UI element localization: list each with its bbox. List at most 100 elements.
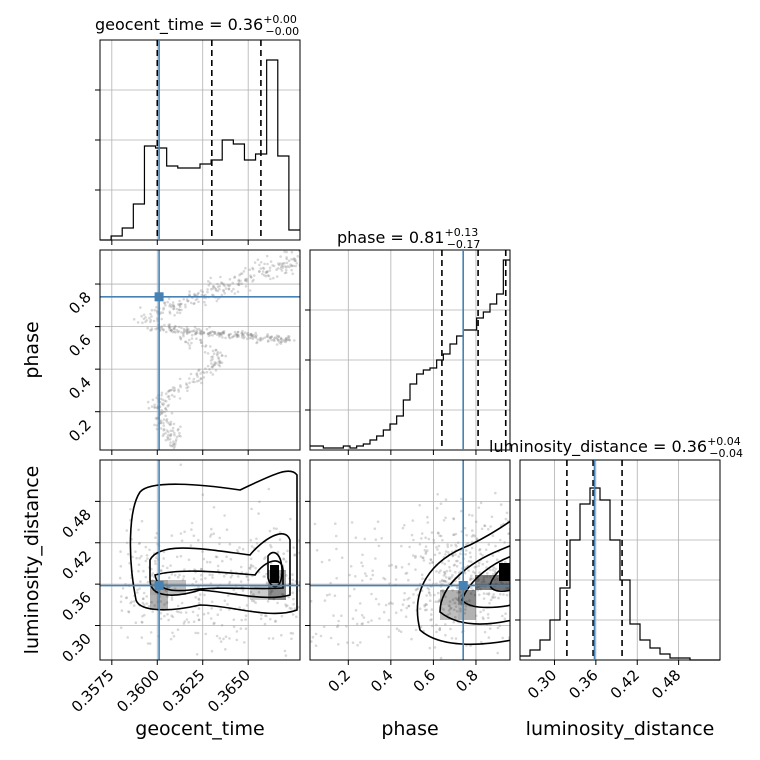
sample-dot (470, 560, 473, 563)
sample-dot (271, 264, 274, 267)
sample-dot (172, 446, 176, 450)
sample-dot (213, 330, 216, 334)
sample-dot (363, 572, 367, 575)
histogram-phase (310, 259, 510, 449)
sample-dot (193, 568, 196, 571)
sample-dot (144, 575, 148, 579)
sample-dot (279, 338, 283, 341)
sample-dot (235, 333, 239, 337)
sample-dot (280, 340, 283, 343)
sample-dot (320, 560, 324, 564)
x-tick-label-luminosity_distance: 0.30 (524, 666, 560, 702)
sample-dot (540, 598, 543, 601)
sample-dot (213, 361, 216, 364)
sample-dot (241, 589, 245, 592)
sample-dot (214, 369, 218, 372)
sample-dot (488, 602, 491, 605)
sample-dot (219, 331, 222, 335)
sample-dot (293, 607, 297, 610)
y-tick-label-luminosity_distance: 0.30 (58, 630, 94, 666)
sample-dot (382, 610, 386, 614)
sample-dot (450, 606, 453, 610)
sample-dot (281, 262, 285, 265)
sample-dot (430, 531, 434, 534)
sample-dot (282, 338, 285, 342)
sample-dot (530, 566, 533, 569)
sample-dot (151, 579, 154, 582)
sample-dot (279, 255, 282, 258)
sample-dot (256, 258, 260, 262)
contour (149, 533, 291, 599)
sample-dot (166, 395, 170, 399)
sample-dot (478, 593, 481, 597)
sample-dot (215, 333, 219, 337)
sample-dot (132, 604, 136, 607)
sample-dot (494, 491, 497, 495)
sample-dot (150, 600, 153, 604)
sample-dot (176, 604, 180, 608)
sample-dot (206, 332, 210, 336)
sample-dot (149, 312, 152, 316)
sample-dot (150, 308, 154, 312)
sample-dot (420, 532, 424, 535)
sample-dot (513, 600, 516, 603)
sample-dot (171, 631, 174, 635)
sample-dot (185, 329, 188, 333)
sample-dot (442, 519, 446, 522)
sample-dot (419, 555, 423, 558)
sample-dot (173, 388, 176, 392)
sample-dot (277, 262, 280, 265)
sample-dot (163, 399, 167, 403)
sample-dot (227, 333, 231, 336)
sample-dot (188, 377, 191, 380)
sample-dot (153, 423, 156, 427)
sample-dot (180, 601, 184, 605)
sample-dot (236, 330, 240, 334)
sample-dot (217, 332, 220, 335)
sample-dot (166, 438, 170, 441)
sample-dot (401, 526, 405, 530)
sample-dot (471, 588, 475, 592)
sample-dot (172, 304, 175, 307)
sample-dot (279, 336, 283, 340)
sample-dot (232, 287, 235, 291)
sample-dot (166, 586, 169, 589)
sample-dot (521, 595, 524, 598)
sample-dot (186, 299, 189, 303)
sample-dot (499, 503, 503, 506)
sample-dot (169, 328, 173, 332)
sample-dot (163, 301, 167, 305)
sample-dot (162, 427, 166, 431)
sample-dot (399, 630, 403, 634)
sample-dot (438, 628, 442, 632)
sample-dot (439, 656, 443, 660)
sample-dot (191, 610, 195, 614)
sample-dot (178, 304, 181, 307)
sample-dot (201, 290, 205, 294)
sample-dot (418, 607, 422, 610)
sample-dot (191, 380, 195, 384)
title-luminosity_distance: luminosity_distance = 0.36+0.04 −0.04 (489, 435, 743, 460)
sample-dot (486, 613, 490, 616)
sample-dot (141, 601, 145, 605)
sample-dot (241, 329, 244, 333)
sample-dot (222, 288, 225, 292)
sample-dot (125, 596, 128, 600)
sample-dot (293, 339, 296, 342)
sample-dot (170, 614, 173, 617)
sample-dot (194, 332, 198, 335)
sample-dot (423, 608, 427, 612)
sample-dot (211, 364, 215, 368)
sample-dot (201, 344, 204, 348)
sample-dot (180, 302, 183, 306)
sample-dot (190, 333, 194, 337)
sample-dot (328, 558, 331, 562)
sample-dot (424, 545, 428, 548)
sample-dot (164, 414, 167, 418)
sample-dot (290, 250, 294, 254)
sample-dot (132, 600, 136, 603)
sample-dot (423, 605, 427, 608)
sample-dot (213, 332, 216, 335)
sample-dot (259, 267, 263, 270)
sample-dot (145, 319, 149, 322)
